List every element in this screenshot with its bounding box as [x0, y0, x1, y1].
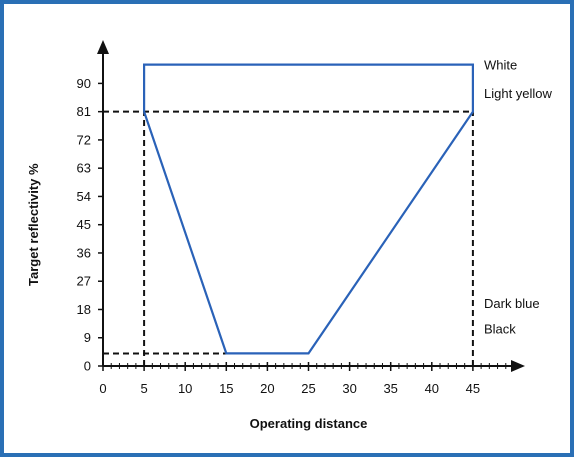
x-tick-label: 10 — [178, 381, 192, 396]
x-tick-label: 30 — [342, 381, 356, 396]
y-tick-label: 27 — [77, 274, 91, 289]
annotation-label: Dark blue — [484, 296, 540, 311]
y-axis-title: Target reflectivity % — [26, 163, 41, 286]
labels: White Light yellow Dark blue Black — [484, 58, 553, 337]
series-group — [143, 63, 474, 355]
x-tick-label: 25 — [301, 381, 315, 396]
x-tick-label: 5 — [140, 381, 147, 396]
series-line — [143, 63, 474, 355]
y-tick-label: 63 — [77, 161, 91, 176]
annotation-label: Light yellow — [484, 86, 553, 101]
y-tick-label: 45 — [77, 217, 91, 232]
y-tick-label: 0 — [84, 359, 91, 374]
y-axis-arrow — [97, 40, 109, 54]
y-tick-label: 54 — [77, 189, 91, 204]
ticks: 0 9 18 27 36 45 54 63 72 81 90 0 5 10 15 20 25 30 35 40 45 — [77, 76, 507, 396]
y-tick-label: 36 — [77, 245, 91, 260]
y-tick-label: 90 — [77, 76, 91, 91]
x-axis-title: Operating distance — [250, 416, 368, 431]
annotation-label: Black — [484, 321, 516, 336]
x-tick-label: 15 — [219, 381, 233, 396]
x-axis-arrow — [511, 360, 525, 372]
y-tick-label: 72 — [77, 132, 91, 147]
y-tick-label: 81 — [77, 104, 91, 119]
x-tick-label: 0 — [99, 381, 106, 396]
reference-lines — [103, 110, 474, 366]
y-tick-label: 18 — [77, 302, 91, 317]
annotation-label: White — [484, 58, 517, 73]
x-tick-label: 45 — [466, 381, 480, 396]
axes — [97, 40, 525, 372]
x-tick-label: 35 — [383, 381, 397, 396]
y-tick-label: 9 — [84, 330, 91, 345]
x-tick-label: 40 — [425, 381, 439, 396]
x-tick-label: 20 — [260, 381, 274, 396]
